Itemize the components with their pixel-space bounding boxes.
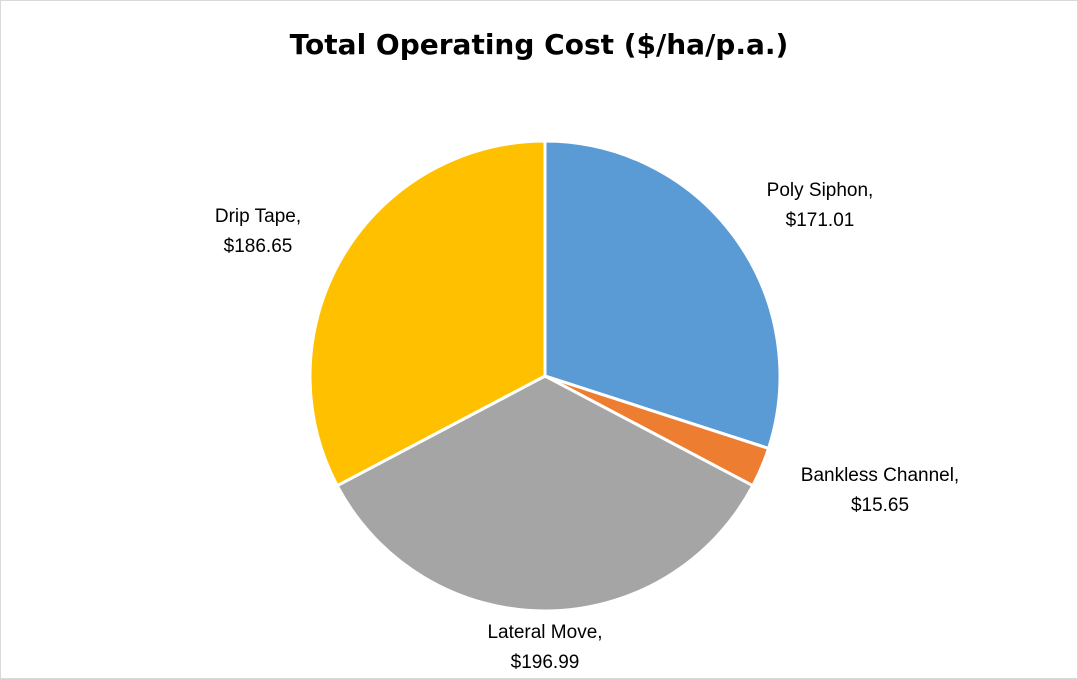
data-label-lateral-move: Lateral Move, $196.99 bbox=[487, 622, 602, 673]
data-label-bankless-channel: Bankless Channel, $15.65 bbox=[801, 465, 959, 516]
pie-labels: Poly Siphon, $171.01 Bankless Channel, $15.… bbox=[215, 180, 959, 673]
pie-slice-lateral-move bbox=[335, 374, 755, 613]
data-label-poly-siphon: Poly Siphon, $171.01 bbox=[767, 180, 874, 231]
pie-slice-drip-tape bbox=[308, 139, 547, 488]
pie-slices bbox=[308, 139, 782, 613]
pie-slice-poly-siphon bbox=[543, 139, 782, 450]
data-label-drip-tape: Drip Tape, $186.65 bbox=[215, 206, 301, 257]
chart-title: Total Operating Cost ($/ha/p.a.) bbox=[289, 28, 789, 61]
